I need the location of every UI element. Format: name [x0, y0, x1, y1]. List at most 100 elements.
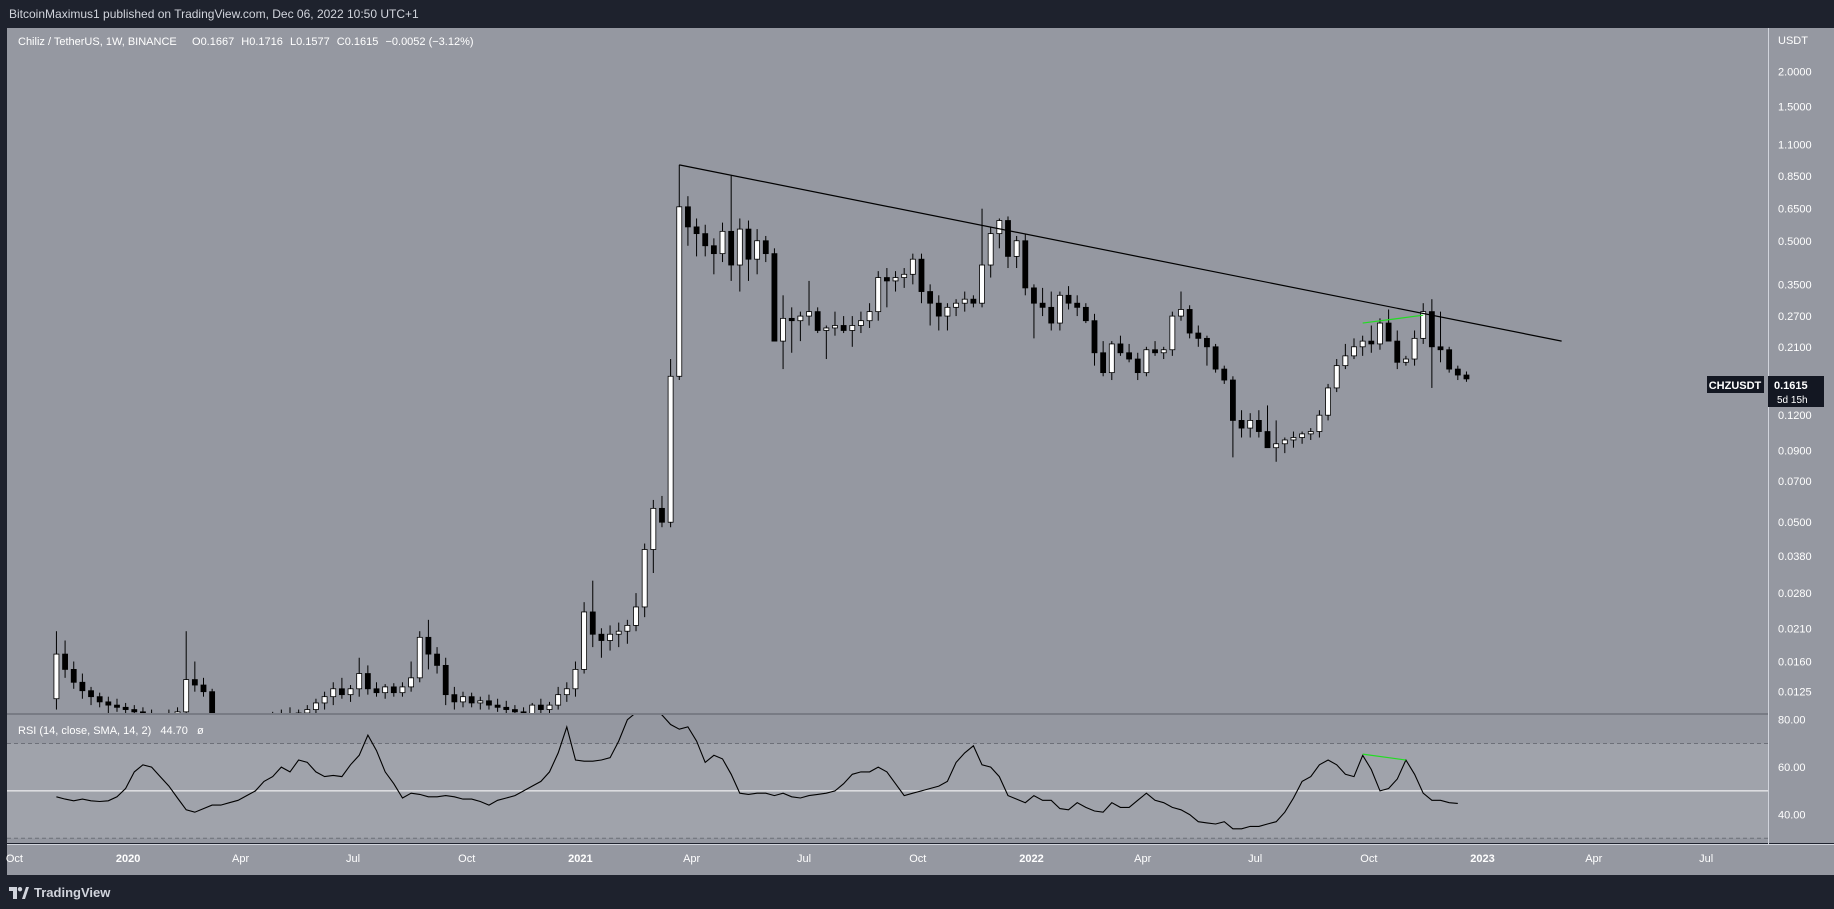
candle[interactable] — [364, 665, 371, 695]
candle[interactable] — [382, 684, 389, 699]
candle[interactable] — [191, 661, 198, 692]
candle[interactable] — [546, 701, 553, 714]
candle[interactable] — [1377, 318, 1383, 350]
candle[interactable] — [901, 268, 908, 288]
candle[interactable] — [1031, 284, 1037, 339]
candle[interactable] — [131, 705, 138, 714]
candle[interactable] — [321, 691, 328, 710]
candle[interactable] — [183, 631, 190, 715]
candle[interactable] — [434, 647, 440, 674]
candle[interactable] — [563, 682, 570, 702]
candle[interactable] — [174, 707, 181, 719]
candle[interactable] — [1204, 335, 1210, 366]
candle[interactable] — [771, 248, 778, 342]
candle[interactable] — [1160, 346, 1167, 360]
candle[interactable] — [667, 359, 674, 528]
candle[interactable] — [105, 696, 112, 713]
candle[interactable] — [1368, 325, 1375, 353]
candle[interactable] — [823, 325, 830, 360]
candle[interactable] — [62, 640, 68, 678]
candle[interactable] — [503, 700, 510, 714]
candle[interactable] — [356, 657, 363, 697]
candle[interactable] — [520, 707, 527, 719]
candle[interactable] — [970, 295, 977, 308]
candle[interactable] — [313, 698, 319, 714]
price-axis[interactable]: USDT 2.0000 1.5000 1.1000 0.8500 0.6500 0.5000… — [1768, 28, 1834, 845]
price-pane[interactable] — [7, 28, 1834, 739]
candle[interactable] — [304, 705, 311, 718]
candle[interactable] — [1230, 376, 1236, 458]
candle[interactable] — [416, 631, 423, 683]
candle[interactable] — [892, 271, 899, 292]
candle[interactable] — [909, 253, 916, 285]
candle[interactable] — [1178, 291, 1184, 321]
candle[interactable] — [1411, 330, 1418, 366]
candle[interactable] — [512, 705, 518, 716]
candle[interactable] — [1255, 410, 1262, 438]
candle[interactable] — [918, 253, 925, 304]
candle[interactable] — [209, 688, 216, 732]
candle[interactable] — [442, 657, 449, 706]
candle[interactable] — [1126, 343, 1132, 363]
candle[interactable] — [279, 709, 284, 722]
candle[interactable] — [1048, 291, 1055, 331]
candle[interactable] — [1325, 383, 1331, 421]
candle[interactable] — [935, 295, 942, 331]
candle[interactable] — [996, 218, 1003, 249]
candle[interactable] — [425, 619, 432, 670]
candle[interactable] — [685, 196, 691, 246]
candle[interactable] — [1134, 352, 1141, 381]
candle[interactable] — [1013, 235, 1020, 269]
candle[interactable] — [624, 619, 631, 644]
candle[interactable] — [166, 709, 171, 722]
candle[interactable] — [1152, 341, 1158, 356]
candle[interactable] — [780, 295, 786, 370]
candle[interactable] — [1299, 431, 1306, 444]
candle[interactable] — [615, 622, 622, 648]
candle[interactable] — [875, 271, 882, 321]
candle[interactable] — [79, 673, 86, 699]
candle[interactable] — [1186, 305, 1193, 339]
candle[interactable] — [1108, 341, 1115, 381]
candle[interactable] — [460, 691, 466, 708]
candle[interactable] — [883, 268, 890, 308]
candle[interactable] — [1143, 346, 1150, 377]
candle[interactable] — [598, 628, 605, 658]
candle[interactable] — [1100, 341, 1107, 377]
candle[interactable] — [719, 222, 726, 263]
candle[interactable] — [736, 218, 743, 292]
candle[interactable] — [140, 707, 146, 719]
candle[interactable] — [1394, 330, 1401, 370]
candle[interactable] — [788, 307, 795, 353]
candle[interactable] — [1221, 365, 1228, 384]
candle[interactable] — [1463, 371, 1470, 382]
candle[interactable] — [806, 280, 812, 326]
time-axis[interactable]: Oct 2020 Apr Jul Oct 2021 Apr Jul Oct 2022 Apr Jul O… — [6, 844, 1834, 876]
candle[interactable] — [88, 686, 94, 706]
candle[interactable] — [987, 226, 994, 278]
candle[interactable] — [1117, 335, 1124, 356]
candle[interactable] — [347, 685, 354, 702]
candle[interactable] — [1074, 295, 1081, 317]
candle[interactable] — [1359, 335, 1366, 356]
candle[interactable] — [1420, 303, 1427, 344]
candle[interactable] — [858, 311, 864, 334]
candle[interactable] — [702, 224, 709, 257]
candle[interactable] — [650, 499, 657, 574]
candle[interactable] — [1307, 428, 1314, 440]
candle[interactable] — [745, 220, 752, 281]
candle[interactable] — [849, 316, 856, 347]
candle[interactable] — [408, 661, 415, 692]
candle[interactable] — [53, 631, 60, 710]
candle[interactable] — [866, 303, 873, 328]
candle[interactable] — [494, 698, 501, 712]
candle[interactable] — [1065, 286, 1072, 310]
candle[interactable] — [728, 175, 735, 281]
candle[interactable] — [659, 495, 665, 528]
candle[interactable] — [287, 707, 292, 719]
candle[interactable] — [1082, 303, 1089, 324]
candle[interactable] — [1437, 311, 1444, 363]
candle[interactable] — [295, 709, 302, 721]
candle[interactable] — [1238, 410, 1245, 438]
